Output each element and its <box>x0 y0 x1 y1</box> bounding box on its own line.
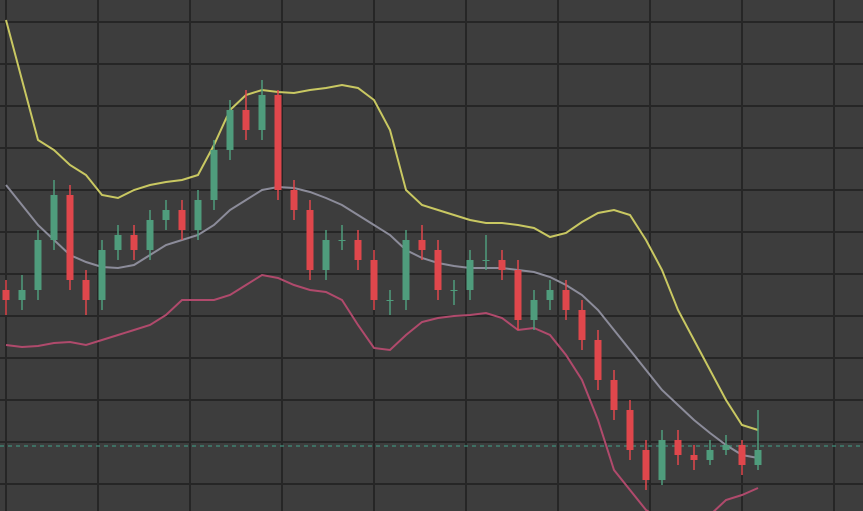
candle-body <box>514 270 522 320</box>
candle-body <box>306 210 314 270</box>
candle-body <box>258 95 266 130</box>
candle-body <box>66 195 74 280</box>
candle-body <box>338 240 346 241</box>
candle-body <box>50 195 58 240</box>
candle-body <box>210 150 218 200</box>
candle-body <box>530 300 538 320</box>
candle-body <box>658 440 666 480</box>
candle-body <box>146 220 154 250</box>
candle-body <box>498 260 506 270</box>
candle-body <box>82 280 90 300</box>
candle-body <box>354 240 362 260</box>
band-line <box>5 184 759 459</box>
candle-body <box>386 300 394 301</box>
candle-body <box>594 340 602 380</box>
candle-body <box>370 260 378 300</box>
candle-body <box>402 240 410 300</box>
candle-body <box>754 450 762 465</box>
candle-body <box>34 240 42 290</box>
candle-body <box>562 290 570 310</box>
candle-body <box>578 310 586 340</box>
candle-body <box>434 250 442 290</box>
candle-body <box>98 250 106 300</box>
candle-body <box>722 445 730 450</box>
candle-body <box>194 200 202 230</box>
candle-body <box>466 260 474 290</box>
candle-body <box>706 450 714 460</box>
candle-body <box>322 240 330 270</box>
candle-body <box>114 235 122 250</box>
candle-body <box>610 380 618 410</box>
candle-body <box>418 240 426 250</box>
candle-body <box>546 290 554 300</box>
candle-body <box>226 110 234 150</box>
band-line <box>5 273 759 511</box>
candle-body <box>178 210 186 230</box>
candle-body <box>738 445 746 465</box>
candle-body <box>642 450 650 480</box>
candle-body <box>18 290 26 300</box>
candle-body <box>162 210 170 220</box>
candle-body <box>274 95 282 190</box>
candle-body <box>626 410 634 450</box>
candle-body <box>482 260 490 261</box>
candle-body <box>2 290 10 300</box>
candle-body <box>290 190 298 210</box>
candle-body <box>450 290 458 291</box>
candle-body <box>242 110 250 130</box>
band-line <box>5 19 759 431</box>
candle-body <box>130 235 138 250</box>
candle-body <box>674 440 682 455</box>
candle-body <box>690 455 698 460</box>
